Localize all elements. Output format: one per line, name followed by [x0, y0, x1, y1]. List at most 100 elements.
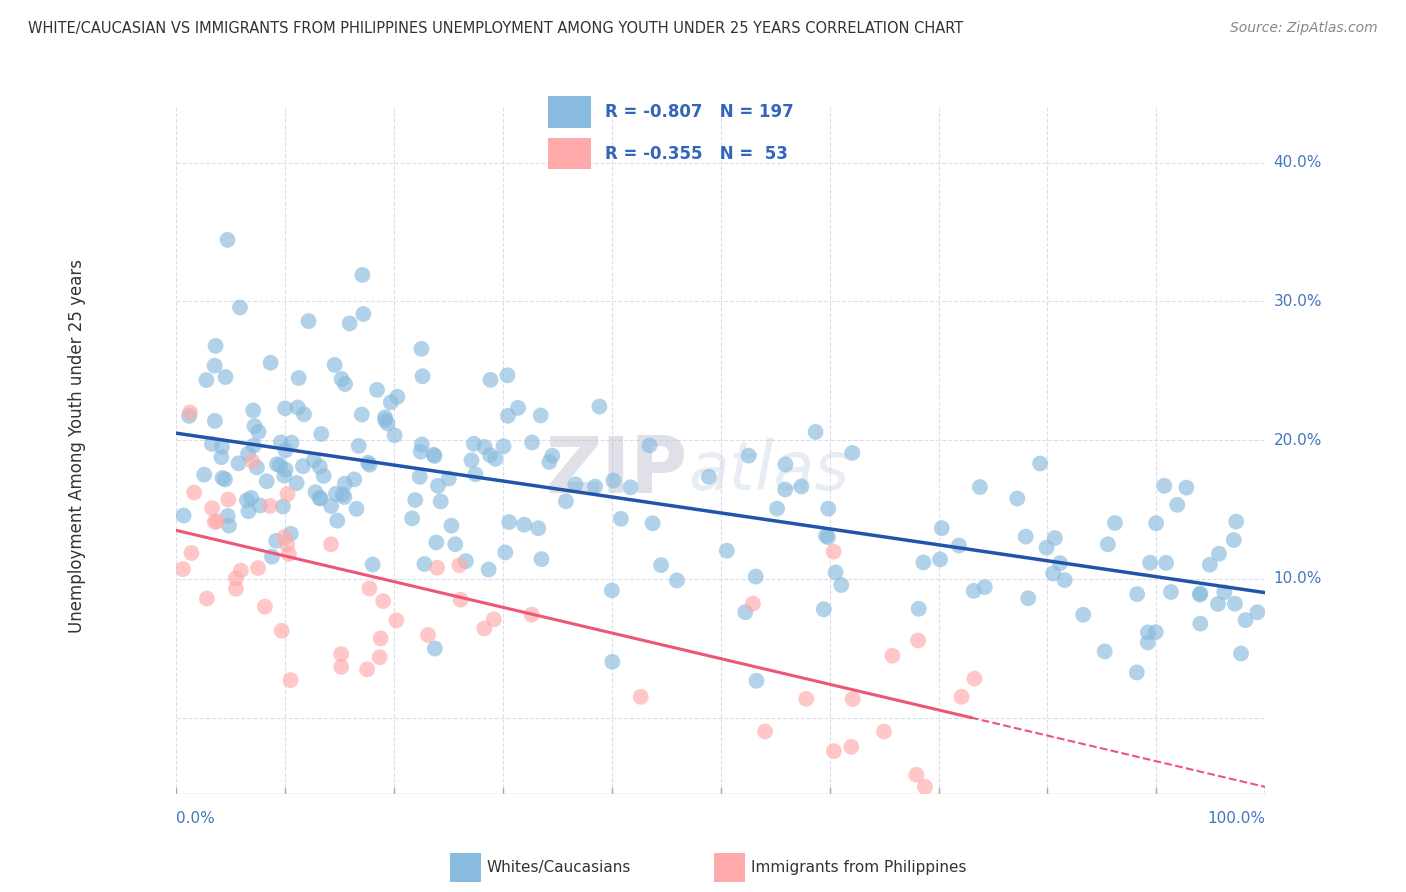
Point	[437, 471, 460, 485]
Point	[302, 453, 325, 467]
Point	[538, 455, 561, 469]
Point	[1094, 644, 1116, 658]
Point	[520, 607, 543, 622]
Point	[564, 477, 586, 491]
Point	[366, 383, 388, 397]
Point	[321, 499, 343, 513]
Point	[179, 405, 201, 419]
Point	[423, 449, 446, 463]
Point	[352, 268, 374, 282]
Point	[409, 444, 432, 458]
Point	[387, 390, 409, 404]
Point	[742, 597, 765, 611]
Point	[243, 419, 266, 434]
Point	[1136, 625, 1159, 640]
Point	[384, 428, 406, 442]
Point	[530, 409, 553, 423]
Point	[343, 472, 366, 486]
Point	[422, 448, 444, 462]
Point	[359, 582, 381, 596]
Point	[211, 440, 233, 454]
Point	[1126, 665, 1149, 680]
Point	[264, 533, 287, 548]
Point	[259, 499, 281, 513]
Point	[287, 401, 309, 415]
Point	[813, 602, 835, 616]
Point	[530, 552, 553, 566]
Point	[346, 501, 368, 516]
Point	[630, 690, 652, 704]
Point	[404, 493, 426, 508]
Point	[204, 515, 226, 529]
Point	[1049, 556, 1071, 570]
Point	[330, 647, 353, 661]
Point	[361, 558, 384, 572]
Point	[804, 425, 827, 439]
Text: Source: ZipAtlas.com: Source: ZipAtlas.com	[1230, 21, 1378, 35]
Point	[204, 339, 226, 353]
Point	[449, 558, 471, 573]
Point	[276, 537, 298, 551]
Point	[602, 655, 624, 669]
Point	[1166, 498, 1188, 512]
Point	[496, 409, 519, 423]
Point	[1175, 481, 1198, 495]
Point	[1126, 587, 1149, 601]
Point	[195, 591, 218, 606]
Point	[350, 408, 373, 422]
Point	[583, 479, 606, 493]
Point	[600, 583, 623, 598]
Point	[1188, 588, 1211, 602]
Text: WHITE/CAUCASIAN VS IMMIGRANTS FROM PHILIPPINES UNEMPLOYMENT AMONG YOUTH UNDER 25: WHITE/CAUCASIAN VS IMMIGRANTS FROM PHILI…	[28, 21, 963, 36]
Text: Immigrants from Philippines: Immigrants from Philippines	[751, 860, 966, 875]
Point	[229, 564, 252, 578]
Point	[330, 660, 353, 674]
Point	[333, 377, 356, 392]
Point	[479, 448, 502, 462]
Point	[368, 650, 391, 665]
Point	[478, 563, 501, 577]
Point	[1225, 515, 1247, 529]
Point	[1029, 457, 1052, 471]
Point	[873, 724, 896, 739]
Point	[737, 449, 759, 463]
Point	[214, 370, 236, 384]
Point	[277, 547, 299, 561]
Point	[311, 427, 333, 442]
Point	[716, 543, 738, 558]
Point	[339, 317, 361, 331]
Point	[823, 544, 845, 558]
Point	[619, 480, 641, 494]
Point	[814, 529, 837, 543]
Point	[270, 435, 292, 450]
Point	[416, 628, 439, 642]
Text: 30.0%: 30.0%	[1274, 293, 1322, 309]
Point	[484, 451, 506, 466]
Point	[527, 521, 550, 535]
Point	[790, 479, 813, 493]
Point	[1189, 616, 1212, 631]
Point	[817, 501, 839, 516]
Point	[914, 780, 936, 794]
Point	[259, 356, 281, 370]
Point	[1223, 533, 1246, 547]
Point	[409, 470, 432, 484]
Point	[309, 491, 332, 506]
Point	[912, 556, 935, 570]
Point	[506, 401, 529, 415]
Point	[905, 768, 928, 782]
Point	[253, 599, 276, 614]
Point	[304, 485, 326, 500]
FancyBboxPatch shape	[450, 854, 481, 881]
Point	[745, 673, 768, 688]
FancyBboxPatch shape	[548, 96, 591, 128]
Point	[464, 467, 486, 482]
Point	[1042, 566, 1064, 581]
Point	[276, 487, 298, 501]
Point	[352, 307, 374, 321]
Point	[225, 582, 247, 596]
Point	[1015, 530, 1038, 544]
Point	[520, 435, 543, 450]
Point	[824, 566, 846, 580]
FancyBboxPatch shape	[548, 138, 591, 169]
